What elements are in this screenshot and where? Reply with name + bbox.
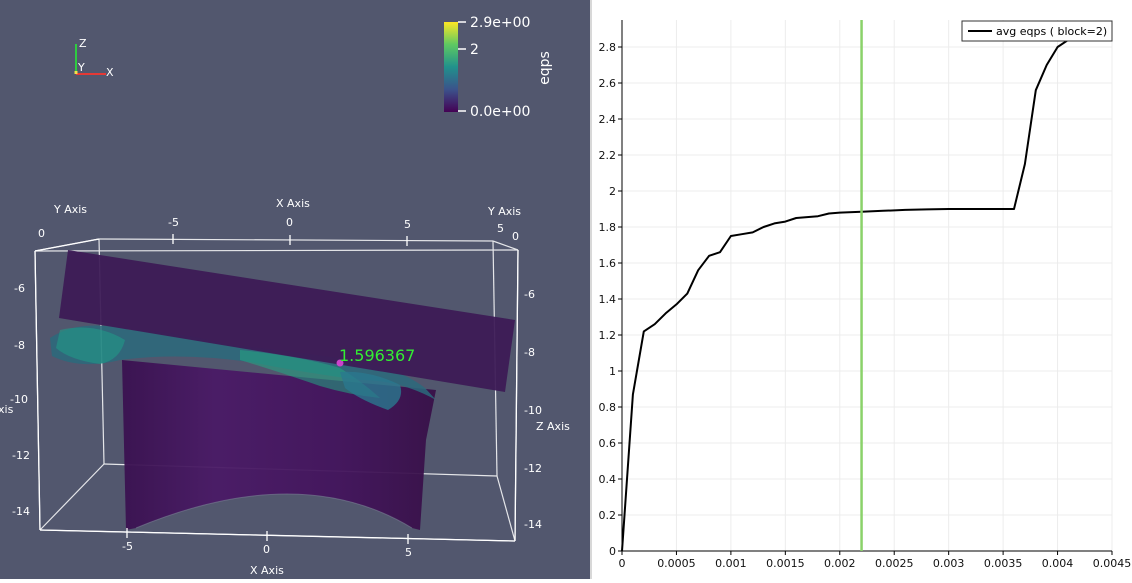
view-splitter[interactable] — [590, 0, 592, 579]
x-tick-label: 0.0035 — [984, 557, 1023, 570]
legend-box — [961, 20, 1113, 42]
z-right-tick: -14 — [524, 518, 542, 531]
line-chart[interactable]: 0 0.0005 0.001 0.0015 0.002 0.0025 0.003 0.0035… — [592, 0, 1132, 579]
probe-value-label: 1.596367 — [339, 346, 415, 365]
y-tick-label: 0 — [609, 545, 616, 558]
z-right-tick: -10 — [524, 404, 542, 417]
x-top-tick: 5 — [404, 218, 411, 231]
legend-entry-label: avg eqps ( block=2) — [996, 25, 1107, 38]
chart-axes — [618, 20, 1113, 555]
z-axis-right-title: Z Axis — [536, 420, 570, 433]
y-tick-label: 1.2 — [599, 329, 617, 342]
orientation-y-label: Y — [77, 61, 85, 74]
colorbar-mid-label: 2 — [470, 42, 479, 58]
z-right-tick: -12 — [524, 462, 542, 475]
y-tick-label: 2.8 — [599, 41, 617, 54]
chart-series — [621, 33, 1080, 552]
y-tick-label: 2.2 — [599, 149, 617, 162]
x-tick-label: 0.002 — [824, 557, 856, 570]
z-left-tick: -8 — [14, 339, 25, 352]
chart-legend[interactable]: avg eqps ( block=2) — [961, 20, 1113, 42]
y-axis-right-title: Y Axis — [487, 205, 521, 218]
x-top-tick: -5 — [168, 216, 179, 229]
y-tick-label: 0.2 — [599, 509, 617, 522]
y-tick-label: 1.8 — [599, 221, 617, 234]
orientation-z-label: Z — [79, 37, 87, 50]
top-plate[interactable] — [59, 250, 515, 392]
y-tick-label: 2.6 — [599, 77, 617, 90]
y-tick-label: 1.6 — [599, 257, 617, 270]
y-right-tick: 5 — [497, 222, 504, 235]
y-tick-label: 2 — [609, 185, 616, 198]
y-tick-label: 1.4 — [599, 293, 617, 306]
probe-point[interactable] — [336, 359, 344, 367]
colorbar-max-label: 2.9e+00 — [470, 15, 530, 31]
x-bottom-tick: -5 — [122, 540, 133, 553]
z-left-tick: -10 — [10, 393, 28, 406]
chart-grid — [621, 20, 1113, 552]
x-axis-top-title: X Axis — [276, 197, 310, 210]
x-top-tick: 0 — [286, 216, 293, 229]
y-left-tick: 0 — [38, 227, 45, 240]
x-tick-label: 0 — [619, 557, 626, 570]
orientation-x-label: X — [106, 66, 114, 79]
y-tick-label: 1 — [609, 365, 616, 378]
y-tick-label: 0.6 — [599, 437, 617, 450]
z-right-tick: -8 — [524, 346, 535, 359]
z-left-tick: -14 — [12, 505, 30, 518]
y-tick-label: 0.8 — [599, 401, 617, 414]
colorbar-gradient — [444, 22, 458, 112]
x-bottom-tick: 5 — [405, 546, 412, 559]
z-left-tick: -12 — [12, 449, 30, 462]
shell-mesh[interactable] — [50, 325, 436, 531]
series-line — [621, 33, 1080, 552]
y-tick-label: 0.4 — [599, 473, 617, 486]
y-axis-left-title: Y Axis — [53, 203, 87, 216]
z-left-tick: -6 — [14, 282, 25, 295]
line-chart-view[interactable]: 0 0.0005 0.001 0.0015 0.002 0.0025 0.003 0.0035… — [592, 0, 1132, 579]
chart-tick-labels: 0 0.0005 0.001 0.0015 0.002 0.0025 0.003 0.0035… — [599, 41, 1132, 570]
colorbar-min-label: 0.0e+00 — [470, 104, 530, 120]
x-tick-label: 0.0005 — [657, 557, 696, 570]
orientation-axes-widget: Z Y X — [74, 37, 114, 79]
x-tick-label: 0.004 — [1042, 557, 1074, 570]
z-axis-left-title: xis — [0, 403, 14, 416]
x-tick-label: 0.003 — [933, 557, 965, 570]
x-tick-label: 0.0045 — [1093, 557, 1132, 570]
colorbar-title: eqps — [537, 51, 553, 85]
z-right-tick: -6 — [524, 288, 535, 301]
x-tick-label: 0.0015 — [766, 557, 805, 570]
x-tick-label: 0.0025 — [875, 557, 914, 570]
y-tick-label: 2.4 — [599, 113, 617, 126]
render-canvas[interactable]: Z Y X 2.9e+00 2 0.0e+00 eqps — [0, 0, 590, 579]
y-right-tick: 0 — [512, 230, 519, 243]
colorbar-legend: 2.9e+00 2 0.0e+00 eqps — [444, 15, 553, 120]
render-view[interactable]: Z Y X 2.9e+00 2 0.0e+00 eqps — [0, 0, 590, 579]
x-axis-bottom-title: X Axis — [250, 564, 284, 577]
x-tick-label: 0.001 — [715, 557, 747, 570]
x-bottom-tick: 0 — [263, 543, 270, 556]
